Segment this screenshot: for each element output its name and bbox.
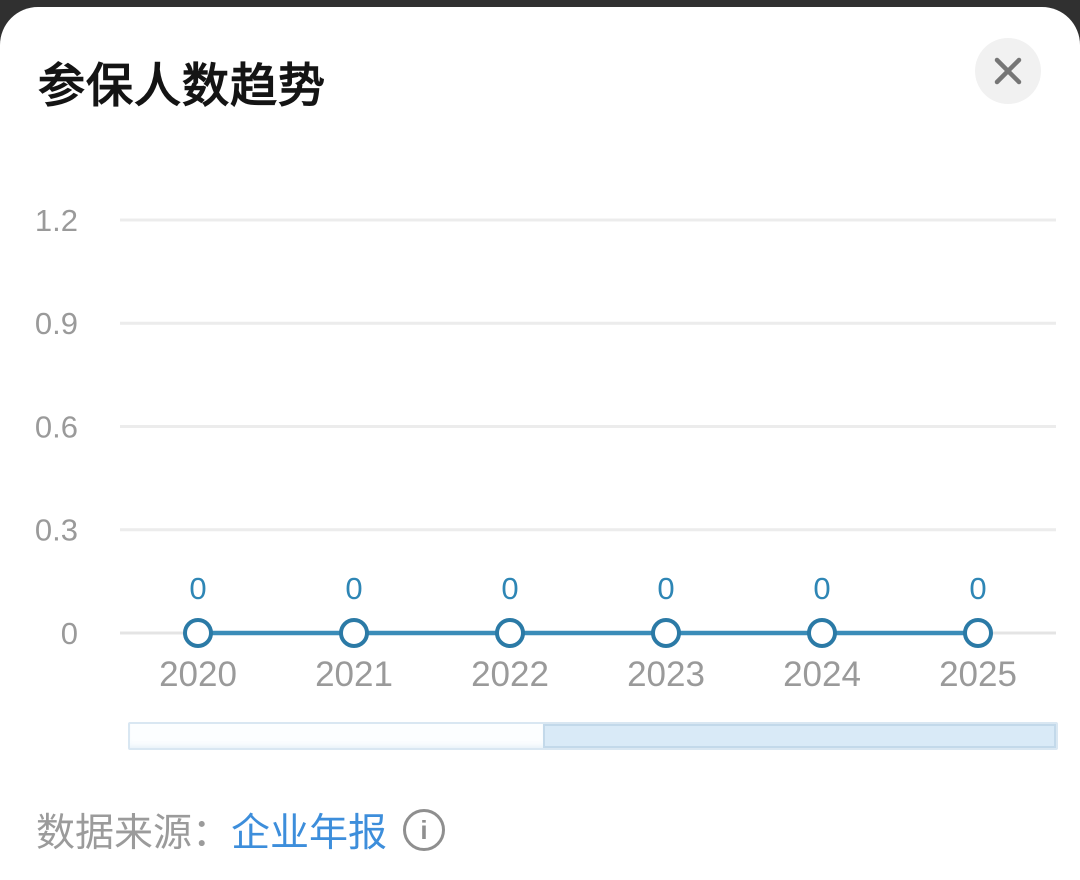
x-axis-tick-label: 2025	[939, 655, 1017, 694]
trend-modal: 参保人数趋势 1.2 0.9 0.6 0.3 0 0 2020 0 2021 0 2022 0 2023…	[0, 7, 1080, 880]
y-axis-tick-label: 0.9	[35, 306, 78, 341]
data-point-label: 0	[969, 571, 986, 606]
data-point-marker[interactable]	[807, 618, 837, 648]
data-zoom-window[interactable]	[130, 724, 543, 748]
info-icon-glyph: i	[420, 815, 428, 845]
data-point-marker[interactable]	[339, 618, 369, 648]
trend-chart-svg: 1.2 0.9 0.6 0.3 0 0 2020 0 2021 0 2022 0 2023 0 2024 0 2…	[35, 203, 1056, 694]
close-icon	[994, 57, 1022, 85]
data-point-label: 0	[657, 571, 674, 606]
data-source-label: 数据来源：	[36, 812, 232, 855]
data-source-link[interactable]: 企业年报	[231, 812, 388, 855]
data-point-label: 0	[345, 571, 362, 606]
trend-chart: 1.2 0.9 0.6 0.3 0 0 2020 0 2021 0 2022 0 2023 0 2024 0 2…	[0, 180, 1080, 710]
data-point-label: 0	[813, 571, 830, 606]
data-source-row: 数据来源： 企业年报 i	[36, 802, 446, 858]
data-point-label: 0	[189, 571, 206, 606]
data-point-label: 0	[501, 571, 518, 606]
close-button[interactable]	[975, 38, 1041, 104]
y-axis-tick-label: 1.2	[35, 203, 78, 238]
x-axis-tick-label: 2023	[627, 655, 705, 694]
modal-title: 参保人数趋势	[38, 59, 326, 112]
x-axis-tick-label: 2022	[471, 655, 549, 694]
y-axis-tick-label: 0.6	[35, 409, 78, 444]
x-axis-tick-label: 2020	[159, 655, 237, 694]
info-icon[interactable]: i	[403, 809, 446, 851]
data-point-marker[interactable]	[963, 618, 993, 648]
data-zoom-track[interactable]	[542, 724, 1056, 748]
x-axis-tick-label: 2021	[315, 655, 393, 694]
data-point-marker[interactable]	[183, 618, 213, 648]
x-axis-tick-label: 2024	[783, 655, 861, 694]
y-axis-tick-label: 0	[61, 616, 78, 651]
data-point-marker[interactable]	[495, 618, 525, 648]
data-zoom-slider[interactable]	[128, 722, 1058, 750]
data-point-marker[interactable]	[651, 618, 681, 648]
y-axis-tick-label: 0.3	[35, 513, 78, 548]
